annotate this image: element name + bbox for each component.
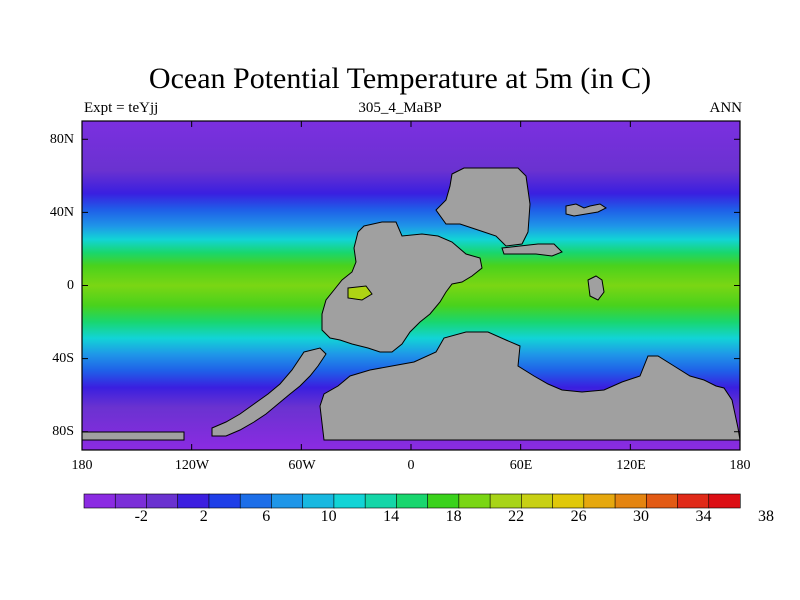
lon-label-180w: 180 (71, 458, 93, 473)
colorbar-label: 6 (262, 508, 271, 525)
colorbar-label: 22 (508, 508, 525, 525)
colorbar-label: 34 (695, 508, 712, 525)
season-label: ANN (709, 100, 743, 116)
colorbar-label: 26 (570, 508, 587, 525)
colorbar-swatch (427, 493, 460, 509)
land-northern-block (435, 167, 531, 247)
warm-inland-sea (347, 285, 373, 301)
land-east-continent (319, 331, 741, 441)
colorbar-swatch (708, 493, 741, 509)
colorbar-swatch (583, 493, 616, 509)
colorbar-swatch (333, 493, 366, 509)
colorbar-swatch (114, 493, 148, 509)
colorbar-label: 30 (633, 508, 650, 525)
colorbar-swatch (552, 493, 585, 509)
experiment-label: Expt = teYjj (84, 100, 159, 116)
land-masses (81, 167, 741, 441)
lon-label-60w: 60W (288, 458, 316, 473)
land-equatorial-island (587, 275, 605, 301)
lat-label-40n: 40N (49, 205, 74, 220)
lat-label-80n: 80N (49, 132, 74, 147)
colorbar-label: 14 (383, 508, 400, 525)
colorbar-swatch (302, 493, 335, 509)
land-southwest-peninsula (211, 347, 327, 437)
colorbar-swatch (83, 493, 116, 509)
lat-label-80s: 80S (52, 424, 74, 439)
lon-label-180e: 180 (729, 458, 751, 473)
lon-label-60e: 60E (509, 458, 533, 473)
land-west-continent (321, 221, 483, 353)
lat-label-40s: 40S (52, 351, 74, 366)
lat-label-0: 0 (67, 278, 74, 293)
color-bar (83, 493, 741, 509)
axis-ticks (81, 121, 741, 450)
colorbar-label: 2 (199, 508, 208, 525)
lon-label-0: 0 (407, 458, 415, 473)
lon-label-120w: 120W (174, 458, 210, 473)
colorbar-swatch (239, 493, 273, 509)
colorbar-label: -2 (134, 508, 148, 525)
colorbar-swatch (614, 493, 647, 509)
colorbar-swatch (645, 493, 679, 509)
land-east-peninsula (501, 243, 563, 257)
land-antarctic-strip (81, 431, 185, 441)
lon-label-120e: 120E (616, 458, 646, 473)
colorbar-label: 10 (320, 508, 337, 525)
colorbar-swatch (521, 493, 554, 509)
plot-title: Ocean Potential Temperature at 5m (in C) (148, 62, 652, 95)
colorbar-swatch (364, 493, 397, 509)
colorbar-swatch (146, 493, 179, 509)
colorbar-swatch (489, 493, 522, 509)
colorbar-swatch (208, 493, 241, 509)
period-label: 305_4_MaBP (358, 100, 442, 116)
colorbar-label: 18 (445, 508, 462, 525)
colorbar-swatch (458, 493, 491, 509)
colorbar-swatch (677, 493, 710, 509)
colorbar-swatch (396, 493, 429, 509)
colorbar-label: 38 (758, 508, 774, 525)
land-northeast-islands (565, 203, 607, 217)
colorbar-swatch (271, 493, 304, 509)
colorbar-swatch (177, 493, 210, 509)
